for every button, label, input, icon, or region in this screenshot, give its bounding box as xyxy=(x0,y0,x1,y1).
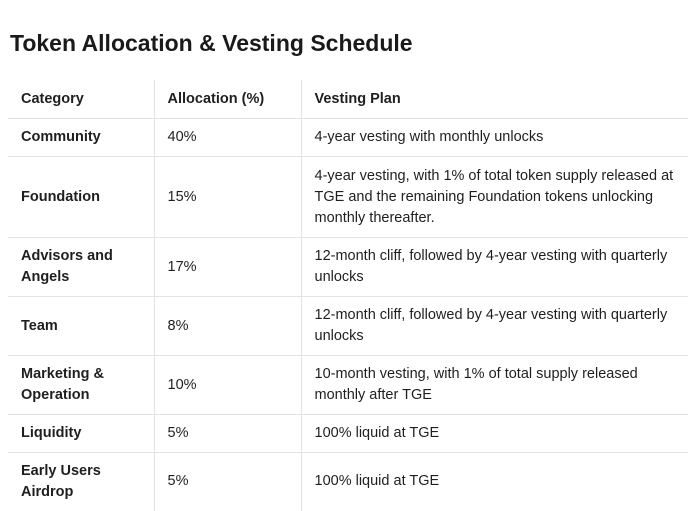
column-header: Allocation (%) xyxy=(153,80,301,119)
allocation-table: Category Allocation (%) Vesting Plan Commu… xyxy=(8,80,688,511)
table-body: Community 40% 4-year vesting with monthly … xyxy=(8,118,688,511)
column-header: Category xyxy=(21,90,84,107)
vesting-cell: 4-year vesting with monthly unlocks xyxy=(300,118,688,157)
allocation-cell: 40% xyxy=(153,118,301,157)
allocation-cell: 15% xyxy=(153,156,301,238)
vesting-cell: 12-month cliff, followed by 4-year vesti… xyxy=(300,296,688,356)
category-cell: Early Users Airdrop xyxy=(8,452,154,511)
vesting-cell: 100% liquid at TGE xyxy=(300,414,688,453)
allocation-cell: 5% xyxy=(153,414,301,453)
vesting-cell: 10-month vesting, with 1% of total suppl… xyxy=(300,355,688,415)
allocation-cell: 17% xyxy=(153,237,301,297)
category-cell: Advisors and Angels xyxy=(8,237,154,297)
allocation-cell: 8% xyxy=(153,296,301,356)
header-row: Category Allocation (%) Vesting Plan xyxy=(8,80,688,119)
page-title: Token Allocation & Vesting Schedule xyxy=(10,30,413,56)
category-cell: Foundation xyxy=(8,156,154,238)
table-row: Community 40% 4-year vesting with monthly … xyxy=(8,118,688,157)
vesting-cell: 100% liquid at TGE xyxy=(300,452,688,511)
table-row: Advisors and Angels 17% 12-month cliff, fo… xyxy=(8,237,688,297)
category-cell: Liquidity xyxy=(8,414,154,453)
category-cell: Team xyxy=(8,296,154,356)
allocation-cell: 10% xyxy=(153,355,301,415)
table-row: Early Users Airdrop 5% 100% liquid at TGE xyxy=(8,452,688,511)
column-header: Vesting Plan xyxy=(300,80,688,119)
category-cell: Community xyxy=(8,118,154,157)
table-row: Foundation 15% 4-year vesting, with 1% of … xyxy=(8,156,688,238)
category-cell: Marketing & Operation xyxy=(8,355,154,415)
table-row: Marketing & Operation 10% 10-month vesting… xyxy=(8,355,688,415)
table-row: Team 8% 12-month cliff, followed by 4-year… xyxy=(8,296,688,356)
table-row: Liquidity 5% 100% liquid at TGE xyxy=(8,414,688,453)
allocation-cell: 5% xyxy=(153,452,301,511)
table-header: Category Allocation (%) Vesting Plan xyxy=(8,80,688,119)
vesting-cell: 12-month cliff, followed by 4-year vesti… xyxy=(300,237,688,297)
vesting-cell: 4-year vesting, with 1% of total token s… xyxy=(300,156,688,238)
